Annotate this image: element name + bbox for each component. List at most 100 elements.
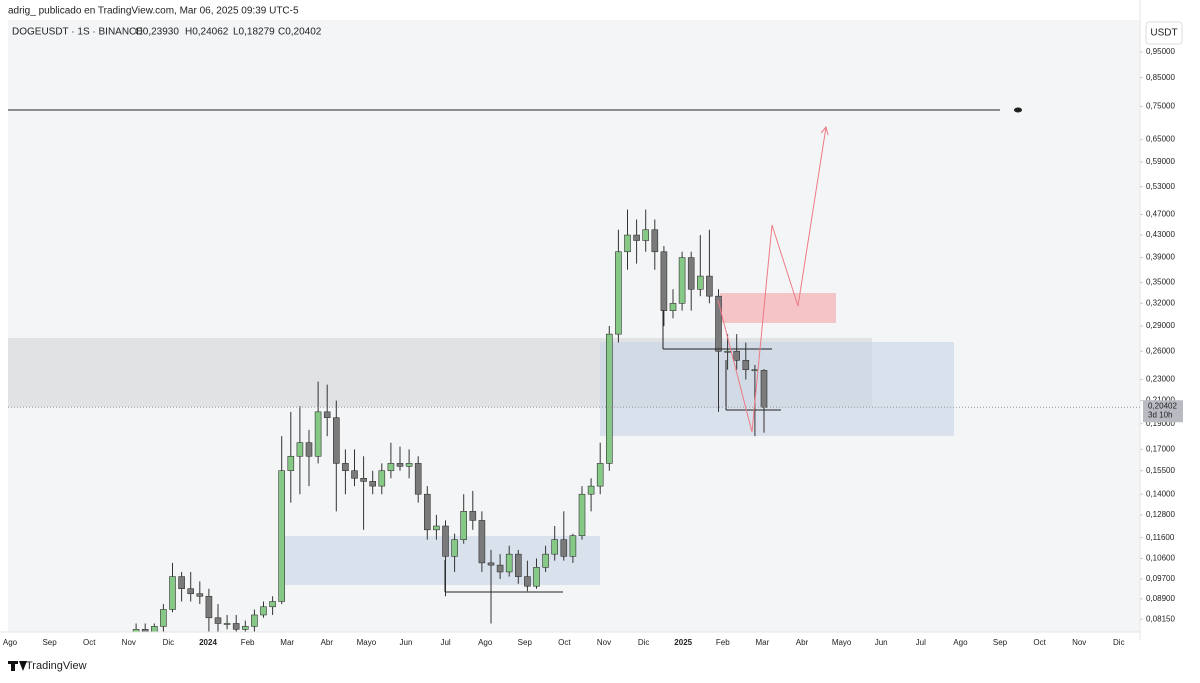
candle-body	[260, 606, 267, 616]
brand: TradingView	[26, 660, 87, 672]
candle-body	[169, 576, 176, 610]
candle-body	[205, 595, 213, 619]
y-tick-label: 0,08150	[1146, 614, 1175, 623]
y-tick-label: 0,15500	[1146, 466, 1175, 475]
candle-body	[742, 360, 750, 371]
y-tick-label: 0,23000	[1146, 375, 1175, 384]
projection-path	[717, 126, 827, 433]
candle-body	[615, 251, 622, 335]
candle-body	[305, 442, 313, 457]
y-tick-label: 0,95000	[1146, 47, 1175, 56]
x-tick-label: Dic	[1113, 638, 1125, 647]
high: H0,24062	[185, 27, 229, 38]
y-tick-label: 0,19000	[1146, 419, 1175, 428]
x-tick-label: Feb	[241, 638, 255, 647]
candle-body	[496, 564, 504, 573]
candle-body	[569, 535, 577, 557]
candle-body	[423, 493, 431, 531]
y-tick-label: 0,08900	[1146, 594, 1175, 603]
y-tick-label: 0,10600	[1146, 554, 1175, 563]
x-tick-label: Mar	[280, 638, 294, 647]
candle-body	[587, 485, 595, 495]
x-tick-label: Sep	[42, 638, 57, 647]
candle-body	[214, 617, 222, 624]
x-tick-label: Oct	[83, 638, 96, 647]
x-tick-label: Sep	[993, 638, 1008, 647]
x-tick-label: Ago	[478, 638, 493, 647]
candle-body	[396, 463, 404, 467]
symbol-line: DOGEUSDT · 1S · BINANCE O0,23930 H0,2406…	[12, 27, 322, 38]
y-tick-label: 0,14000	[1146, 489, 1175, 498]
open: O0,23930	[135, 27, 179, 38]
candle-body	[514, 553, 522, 577]
candle-body	[442, 525, 449, 557]
x-tick-label: Mar	[756, 638, 770, 647]
candle-body	[596, 463, 604, 487]
symbol: DOGEUSDT · 1S · BINANCE	[12, 27, 143, 38]
blue-zone	[600, 342, 954, 436]
x-tick-label: Abr	[321, 638, 334, 647]
x-tick-label: Dic	[163, 638, 175, 647]
candle-body	[706, 275, 713, 297]
candle-body	[733, 350, 741, 361]
candle-body	[323, 411, 331, 418]
candle-body	[669, 302, 677, 311]
candle-body	[414, 463, 422, 495]
publisher: adrig_ publicado en TradingView.com, Mar…	[8, 6, 299, 17]
currency-box[interactable]	[1145, 21, 1183, 45]
y-tick-label: 0,26000	[1146, 346, 1175, 355]
candle-body	[160, 609, 167, 627]
candle-body	[478, 520, 486, 564]
candle-body	[451, 539, 458, 557]
candle-body	[751, 369, 759, 372]
candle-body	[578, 493, 586, 536]
x-tick-label: Oct	[1033, 638, 1046, 647]
candle-body	[178, 576, 185, 589]
candle-body	[405, 463, 413, 467]
candle-body	[633, 234, 640, 241]
candle-body	[296, 442, 304, 457]
y-tick-label: 0,21000	[1146, 396, 1175, 405]
x-tick-label: 2024	[199, 638, 217, 647]
candle-body	[605, 333, 613, 464]
y-tick-label: 0,35000	[1146, 278, 1175, 287]
y-tick-label: 0,32000	[1146, 298, 1175, 307]
y-tick-label: 0,43000	[1146, 230, 1175, 239]
close: C0,20402	[278, 27, 322, 38]
candle-body	[642, 229, 650, 241]
countdown: 3d 10h	[1148, 410, 1172, 419]
tv-logo	[8, 661, 27, 671]
x-tick-label: Sep	[518, 638, 533, 647]
candle-body	[560, 539, 568, 557]
y-tick-label: 0,53000	[1146, 182, 1175, 191]
x-tick-label: Feb	[716, 638, 730, 647]
candle-body	[187, 588, 194, 595]
candle-body	[369, 481, 377, 487]
currency[interactable]: USDT	[1150, 28, 1177, 39]
y-tick-label: 0,12800	[1146, 510, 1175, 519]
x-tick-label: Nov	[122, 638, 136, 647]
candle-body	[251, 614, 258, 627]
candle-body	[624, 234, 631, 253]
candle-body	[696, 275, 704, 290]
y-tick-label: 0,39000	[1146, 253, 1175, 262]
x-tick-label: Nov	[597, 638, 611, 647]
candle-body	[360, 477, 367, 482]
candle-body	[760, 370, 768, 408]
y-tick-label: 0,47000	[1146, 210, 1175, 219]
candle-body	[524, 576, 531, 587]
candle-body	[342, 463, 349, 472]
y-tick-label: 0,65000	[1146, 135, 1175, 144]
x-tick-label: Jul	[440, 638, 450, 647]
projection-arrow	[820, 125, 829, 136]
x-tick-label: Ago	[3, 638, 18, 647]
y-tick-label: 0,11600	[1146, 533, 1175, 542]
candle-body	[151, 626, 158, 633]
y-tick-label: 0,75000	[1146, 102, 1175, 111]
red-zone	[720, 293, 836, 323]
eye-icon[interactable]	[1014, 107, 1022, 113]
candle-body	[287, 455, 295, 472]
candle-body	[660, 251, 668, 311]
candle-body	[314, 411, 322, 457]
